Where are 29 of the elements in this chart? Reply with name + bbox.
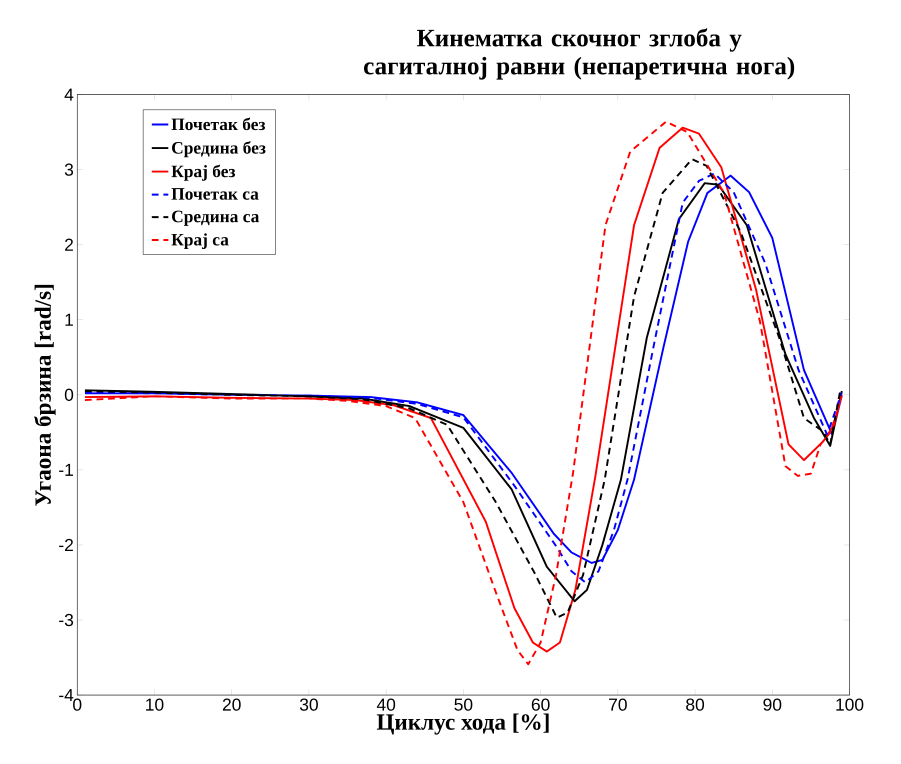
x-tick-label: 60 xyxy=(532,698,550,711)
x-tick-label: 30 xyxy=(300,698,318,711)
legend-label: Средина са xyxy=(172,210,260,226)
y-tick-label: -3 xyxy=(59,614,74,626)
y-tick-label: 0 xyxy=(64,388,74,402)
legend-label: Средина без xyxy=(172,141,266,158)
y-tick-label: 3 xyxy=(64,164,74,176)
y-tick-label: 1 xyxy=(65,314,73,326)
y-tick-label: 4 xyxy=(64,88,74,101)
legend-label: Крај са xyxy=(171,233,229,250)
legend-label: Почетак са xyxy=(172,188,259,200)
y-tick-label: 2 xyxy=(65,238,73,251)
y-tick-label: -1 xyxy=(59,464,73,476)
y-tick-label: -2 xyxy=(59,539,73,552)
x-tick-label: 100 xyxy=(836,698,864,711)
x-axis-title: Циклус хода [%] xyxy=(376,714,549,735)
x-tick-label: 40 xyxy=(376,698,396,711)
x-tick-label: 70 xyxy=(609,698,627,711)
x-tick-label: 90 xyxy=(763,698,782,711)
x-tick-label: 50 xyxy=(454,698,472,711)
x-tick-label: 20 xyxy=(222,698,241,711)
legend-label: Почетак без xyxy=(172,118,265,130)
x-tick-label: 10 xyxy=(146,698,164,711)
y-axis-title: Угаона брзина [rad/s] xyxy=(34,285,56,506)
x-tick-label: 0 xyxy=(73,698,82,711)
y-tick-label: -4 xyxy=(59,689,74,702)
chart-title: Кинематка скочног зглоба у сагиталној равни (непаретична нога) xyxy=(364,28,794,80)
x-tick-label: 80 xyxy=(686,698,704,711)
legend-label: Крај без xyxy=(171,164,235,181)
